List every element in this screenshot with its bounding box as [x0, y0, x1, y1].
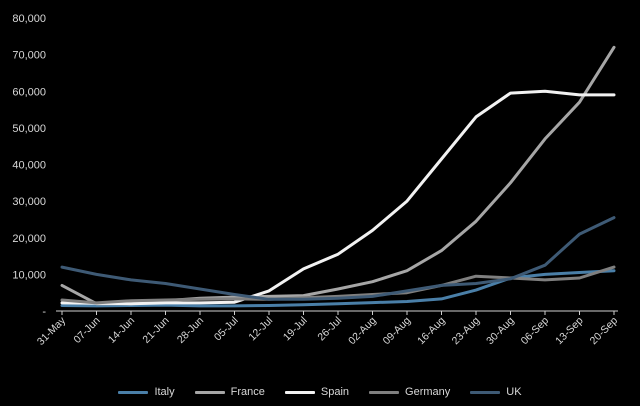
x-tick-label: 13-Sep [553, 315, 586, 348]
x-tick-label: 09-Aug [381, 315, 414, 348]
x-tick-label: 23-Aug [450, 315, 483, 348]
x-tick-label: 14-Jun [106, 315, 137, 346]
legend-label: Italy [154, 386, 175, 398]
legend-label: Spain [320, 386, 350, 398]
legend-item-italy: Italy [118, 386, 175, 398]
x-tick-label: 07-Jun [71, 315, 102, 346]
legend-item-uk: UK [470, 386, 522, 398]
legend-item-france: France [194, 386, 265, 398]
y-tick-label: 70,000 [12, 50, 46, 62]
y-tick-label: 10,000 [12, 269, 46, 281]
legend-label: Germany [405, 386, 451, 398]
x-tick-label: 02-Aug [346, 315, 379, 348]
x-tick-label: 21-Jun [140, 315, 171, 346]
series-lines [60, 45, 616, 308]
legend-swatch [118, 390, 149, 394]
x-tick-label: 12-Jul [246, 315, 275, 344]
x-tick-label: 28-Jun [175, 315, 206, 346]
series-line-italy [60, 269, 616, 308]
line-chart: - 10,000 20,000 30,000 40,000 50,000 60,000 70,… [12, 13, 620, 348]
y-tick-label: 50,000 [12, 123, 46, 135]
legend-swatch [470, 390, 501, 394]
y-tick-label: 30,000 [12, 196, 46, 208]
series-line-france [60, 45, 616, 306]
series-line-germany [60, 265, 616, 305]
x-tick-label: 06-Sep [519, 315, 552, 348]
x-tick-label: 20-Sep [588, 315, 621, 348]
y-tick-label: 20,000 [12, 233, 46, 245]
legend-item-germany: Germany [369, 386, 450, 398]
x-tick-label: 30-Aug [484, 315, 517, 348]
x-axis-ticks: 31-May 07-Jun 14-Jun 21-Jun 28-Jun 05-Jul 12-J… [35, 311, 620, 348]
legend-swatch [194, 390, 225, 394]
y-tick-label: 40,000 [12, 160, 46, 172]
y-tick-label: - [42, 306, 46, 318]
x-tick-label: 31-May [35, 314, 69, 348]
y-axis-ticks: - 10,000 20,000 30,000 40,000 50,000 60,000 70,… [12, 13, 46, 318]
legend-swatch [369, 390, 400, 394]
legend-swatch [284, 390, 315, 394]
x-tick-label: 16-Aug [415, 315, 448, 348]
x-tick-label: 05-Jul [212, 315, 241, 344]
x-tick-label: 26-Jul [315, 315, 344, 344]
y-tick-label: 80,000 [12, 13, 46, 25]
y-tick-label: 60,000 [12, 86, 46, 98]
x-tick-label: 19-Jul [281, 315, 310, 344]
legend-item-spain: Spain [284, 386, 350, 398]
series-line-spain [60, 89, 616, 306]
legend: Italy France Spain Germany UK [0, 382, 640, 402]
series-line-uk [60, 216, 616, 301]
legend-label: France [230, 386, 265, 398]
legend-label: UK [506, 386, 522, 398]
